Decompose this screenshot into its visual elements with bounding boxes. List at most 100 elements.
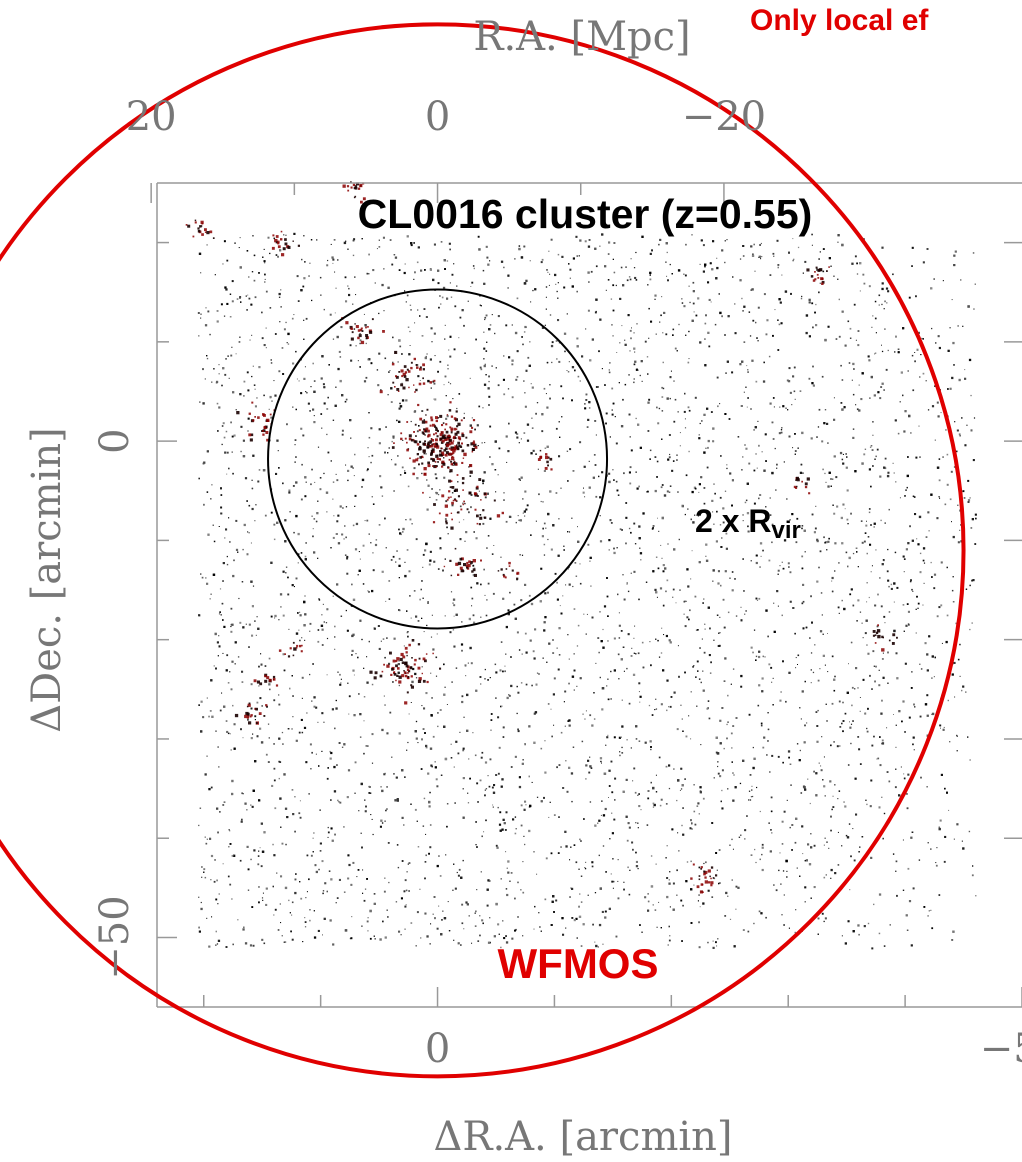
field-point [313,380,316,382]
field-point [952,930,955,933]
field-point [898,710,901,713]
field-point [250,683,253,686]
field-point [295,873,297,875]
field-point [515,928,517,931]
field-point [241,670,244,673]
field-point [260,663,263,666]
field-point [319,276,322,279]
field-point [669,397,671,400]
field-point [811,513,814,516]
field-point [225,528,228,531]
field-point [881,739,884,742]
field-point [568,658,570,660]
field-point [432,913,434,915]
field-point [261,705,263,707]
field-point [430,387,432,389]
field-point [305,897,307,899]
field-point [404,879,407,882]
field-point [585,393,588,396]
field-point [344,400,347,403]
field-point [219,588,222,590]
field-point [210,679,213,682]
field-point [462,777,465,780]
field-point [352,467,354,469]
field-point [791,513,794,516]
field-point [264,281,266,283]
field-point [371,683,374,686]
field-point [811,621,813,624]
field-point [198,896,200,898]
field-point [637,794,639,796]
field-point [255,504,257,506]
field-point [436,633,438,635]
field-point [881,303,883,306]
field-point [354,453,356,456]
field-point [529,260,531,262]
field-point [776,467,778,469]
field-point [446,297,449,300]
field-point [680,788,683,790]
field-point [903,630,905,632]
field-point [310,386,312,388]
field-point [852,828,854,830]
field-point [218,526,220,527]
field-point [868,508,871,510]
field-point [573,919,576,922]
field-point [380,486,383,489]
field-point [881,382,884,385]
field-point [483,471,486,474]
field-point [216,879,218,882]
field-point [820,765,822,767]
field-point [720,455,722,457]
field-point [200,700,203,703]
field-point [388,447,390,449]
field-point [605,744,607,746]
field-point [223,801,226,803]
field-point [676,728,679,731]
field-point [352,861,355,864]
field-point [500,260,504,263]
field-point [811,233,813,236]
field-point [565,845,568,848]
field-point [241,581,244,583]
field-point [461,922,464,925]
field-point [638,740,641,742]
field-point [215,730,217,732]
field-point [589,556,592,559]
field-point [786,799,788,801]
field-point [351,654,353,656]
field-point [399,405,403,408]
field-point [398,269,401,271]
field-point [428,800,431,804]
field-point [387,916,389,918]
field-point [313,390,316,393]
field-point [791,849,793,851]
field-point [886,570,889,573]
field-point [232,574,235,578]
field-point [902,889,905,891]
field-point [691,822,693,825]
field-point [420,588,422,591]
field-point [710,661,712,664]
field-point [726,239,728,241]
field-point [458,393,461,395]
field-point [628,276,631,278]
field-point [607,279,610,281]
field-point [331,708,334,711]
field-point [759,566,761,568]
field-point [915,456,918,459]
field-point [708,345,711,348]
field-point [656,926,658,928]
field-point [792,238,794,240]
field-point [639,695,642,698]
field-point [403,271,406,275]
field-point [557,282,559,284]
field-point [599,676,601,679]
field-point [391,440,393,443]
field-point [332,419,335,421]
field-point [906,929,909,931]
field-point [526,423,530,426]
field-point [584,496,586,498]
field-point [571,675,575,678]
field-point [731,747,733,749]
